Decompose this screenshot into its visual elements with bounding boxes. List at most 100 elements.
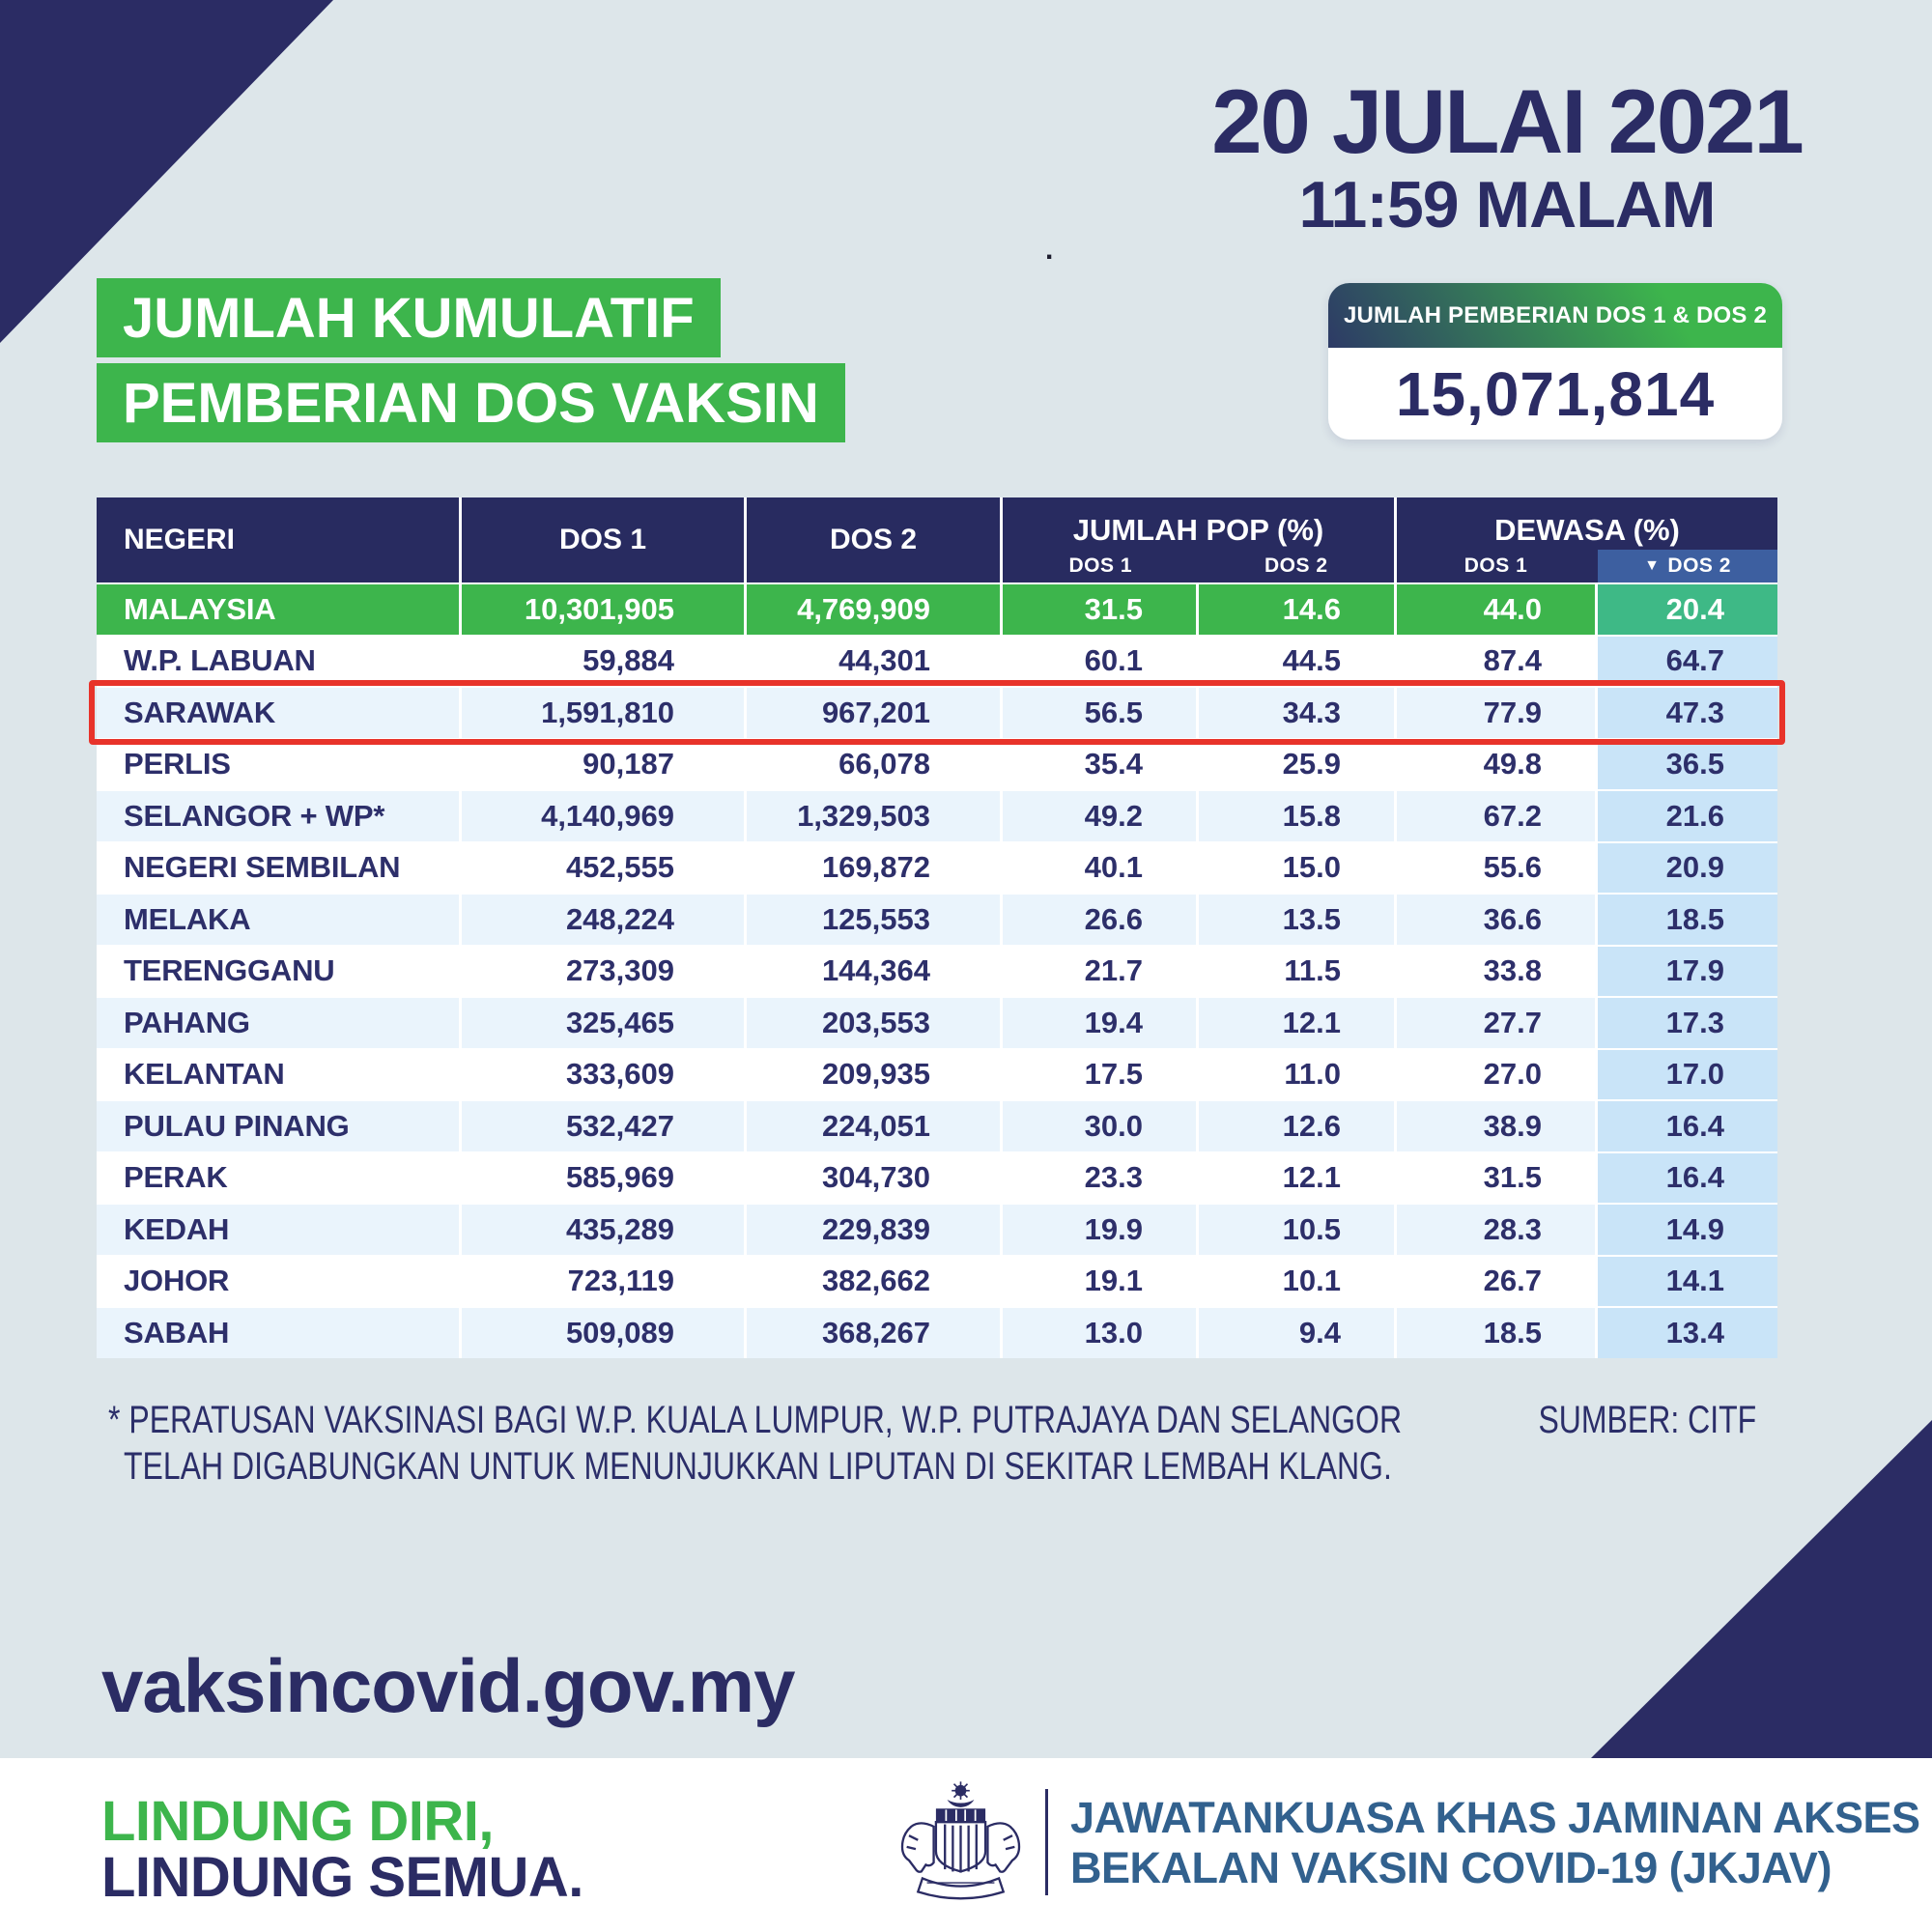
cell-pop-dos2: 15.8 xyxy=(1199,791,1394,841)
cell-dewasa-dos2: 17.3 xyxy=(1598,998,1777,1048)
cell-name: W.P. LABUAN xyxy=(97,636,459,686)
cell-pop-dos2: 9.4 xyxy=(1199,1308,1394,1358)
column-divider xyxy=(1000,497,1003,582)
column-divider xyxy=(744,497,747,582)
cell-pop-dos1: 23.3 xyxy=(1003,1152,1196,1203)
organization-line2: BEKALAN VAKSIN COVID-19 (JKJAV) xyxy=(1070,1843,1832,1892)
cell-pop-dos2: 10.1 xyxy=(1199,1256,1394,1306)
subcolumn-dewasa-dos2-label: DOS 2 xyxy=(1667,554,1731,577)
cell-pop-dos2: 11.5 xyxy=(1199,946,1394,996)
cell-dewasa-dos2: 21.6 xyxy=(1598,791,1777,841)
cell-dewasa-dos1: 33.8 xyxy=(1397,946,1595,996)
cell-pop-dos1: 26.6 xyxy=(1003,895,1196,945)
cell-dos2: 209,935 xyxy=(747,1049,1000,1099)
cell-dewasa-dos1: 44.0 xyxy=(1397,584,1595,635)
column-header-dos2: DOS 2 xyxy=(747,497,1000,582)
cell-dewasa-dos2: 16.4 xyxy=(1598,1101,1777,1151)
column-group-jumlah-pop-label: JUMLAH POP (%) xyxy=(1072,513,1324,547)
cell-dewasa-dos1: 38.9 xyxy=(1397,1101,1595,1151)
column-header-dos1: DOS 1 xyxy=(462,497,744,582)
cell-pop-dos2: 13.5 xyxy=(1199,895,1394,945)
footnote-line1: * PERATUSAN VAKSINASI BAGI W.P. KUALA LU… xyxy=(108,1399,1403,1441)
cell-dewasa-dos1: 31.5 xyxy=(1397,1152,1595,1203)
cell-dos2: 229,839 xyxy=(747,1205,1000,1255)
cell-dewasa-dos1: 55.6 xyxy=(1397,842,1595,893)
column-divider xyxy=(459,497,462,582)
cell-dos1: 452,555 xyxy=(462,842,744,893)
stray-dot-artifact: . xyxy=(1045,234,1054,266)
cell-dewasa-dos2: 20.9 xyxy=(1598,842,1777,893)
data-source-label: SUMBER: CITF xyxy=(1538,1399,1756,1441)
subcolumn-pop-dos2: DOS 2 xyxy=(1264,554,1328,577)
corner-triangle-bottom-right xyxy=(1591,1420,1932,1758)
tagline-line1: LINDUNG DIRI, xyxy=(101,1790,494,1853)
cell-dewasa-dos2: 47.3 xyxy=(1598,688,1777,738)
column-divider xyxy=(1394,497,1397,582)
cell-dewasa-dos1: 67.2 xyxy=(1397,791,1595,841)
column-group-dewasa: DEWASA (%) DOS 1 ▼ DOS 2 xyxy=(1397,497,1777,582)
cell-dewasa-dos2: 16.4 xyxy=(1598,1152,1777,1203)
footnote: * PERATUSAN VAKSINASI BAGI W.P. KUALA LU… xyxy=(108,1397,1402,1490)
footer-vertical-divider xyxy=(1045,1789,1048,1895)
subcolumn-dewasa-dos1: DOS 1 xyxy=(1463,554,1528,577)
cell-dewasa-dos2: 17.0 xyxy=(1598,1049,1777,1099)
cell-name: PERAK xyxy=(97,1152,459,1203)
page-title-line1: JUMLAH KUMULATIF xyxy=(97,278,721,357)
cell-pop-dos1: 19.1 xyxy=(1003,1256,1196,1306)
footnote-line2: TELAH DIGABUNGKAN UNTUK MENUNJUKKAN LIPU… xyxy=(124,1445,1392,1488)
cell-dos2: 224,051 xyxy=(747,1101,1000,1151)
cell-dos2: 382,662 xyxy=(747,1256,1000,1306)
organization-name: JAWATANKUASA KHAS JAMINAN AKSES BEKALAN … xyxy=(1070,1793,1920,1893)
cell-dewasa-dos2: 13.4 xyxy=(1598,1308,1777,1358)
cell-name: SELANGOR + WP* xyxy=(97,791,459,841)
cell-dos2: 169,872 xyxy=(747,842,1000,893)
cell-dos1: 59,884 xyxy=(462,636,744,686)
cell-name: JOHOR xyxy=(97,1256,459,1306)
cell-pop-dos2: 11.0 xyxy=(1199,1049,1394,1099)
cell-pop-dos1: 60.1 xyxy=(1003,636,1196,686)
sort-descending-icon: ▼ xyxy=(1644,557,1661,574)
cell-dos1: 532,427 xyxy=(462,1101,744,1151)
cell-name: PAHANG xyxy=(97,998,459,1048)
cell-pop-dos1: 13.0 xyxy=(1003,1308,1196,1358)
column-group-dewasa-label: DEWASA (%) xyxy=(1494,513,1680,547)
cell-dewasa-dos1: 27.0 xyxy=(1397,1049,1595,1099)
cell-pop-dos1: 40.1 xyxy=(1003,842,1196,893)
cell-dos2: 125,553 xyxy=(747,895,1000,945)
cell-pop-dos2: 12.6 xyxy=(1199,1101,1394,1151)
cell-pop-dos1: 17.5 xyxy=(1003,1049,1196,1099)
cell-dewasa-dos2: 64.7 xyxy=(1598,636,1777,686)
subheader-row-pop: DOS 1 DOS 2 xyxy=(1003,550,1394,582)
cell-dos2: 967,201 xyxy=(747,688,1000,738)
cell-pop-dos1: 30.0 xyxy=(1003,1101,1196,1151)
cell-dos1: 325,465 xyxy=(462,998,744,1048)
cell-dewasa-dos1: 49.8 xyxy=(1397,739,1595,789)
cell-dewasa-dos1: 26.7 xyxy=(1397,1256,1595,1306)
cell-dewasa-dos2: 20.4 xyxy=(1598,584,1777,635)
total-doses-badge-label: JUMLAH PEMBERIAN DOS 1 & DOS 2 xyxy=(1343,301,1768,328)
total-doses-badge: JUMLAH PEMBERIAN DOS 1 & DOS 2 15,071,81… xyxy=(1328,283,1782,440)
cell-name: SARAWAK xyxy=(97,688,459,738)
cell-dos1: 248,224 xyxy=(462,895,744,945)
report-time: 11:59 MALAM xyxy=(1298,168,1716,242)
cell-dos2: 4,769,909 xyxy=(747,584,1000,635)
total-doses-badge-header: JUMLAH PEMBERIAN DOS 1 & DOS 2 xyxy=(1328,283,1782,348)
cell-dos2: 368,267 xyxy=(747,1308,1000,1358)
total-doses-badge-body: 15,071,814 xyxy=(1328,348,1782,440)
cell-pop-dos2: 10.5 xyxy=(1199,1205,1394,1255)
cell-dewasa-dos1: 77.9 xyxy=(1397,688,1595,738)
cell-name: NEGERI SEMBILAN xyxy=(97,842,459,893)
column-header-negeri: NEGERI xyxy=(97,497,459,582)
cell-name: TERENGGANU xyxy=(97,946,459,996)
cell-pop-dos2: 15.0 xyxy=(1199,842,1394,893)
cell-dos1: 4,140,969 xyxy=(462,791,744,841)
report-date: 20 JULAI 2021 xyxy=(1211,71,1804,172)
cell-name: MELAKA xyxy=(97,895,459,945)
subheader-row-dewasa: DOS 1 ▼ DOS 2 xyxy=(1397,550,1777,582)
cell-pop-dos2: 34.3 xyxy=(1199,688,1394,738)
table-rows: MALAYSIA 10,301,905 4,769,909 31.5 14.6 44.0 2… xyxy=(97,582,1777,1358)
cell-dewasa-dos1: 27.7 xyxy=(1397,998,1595,1048)
cell-dos1: 333,609 xyxy=(462,1049,744,1099)
cell-pop-dos2: 14.6 xyxy=(1199,584,1394,635)
cell-dewasa-dos1: 36.6 xyxy=(1397,895,1595,945)
